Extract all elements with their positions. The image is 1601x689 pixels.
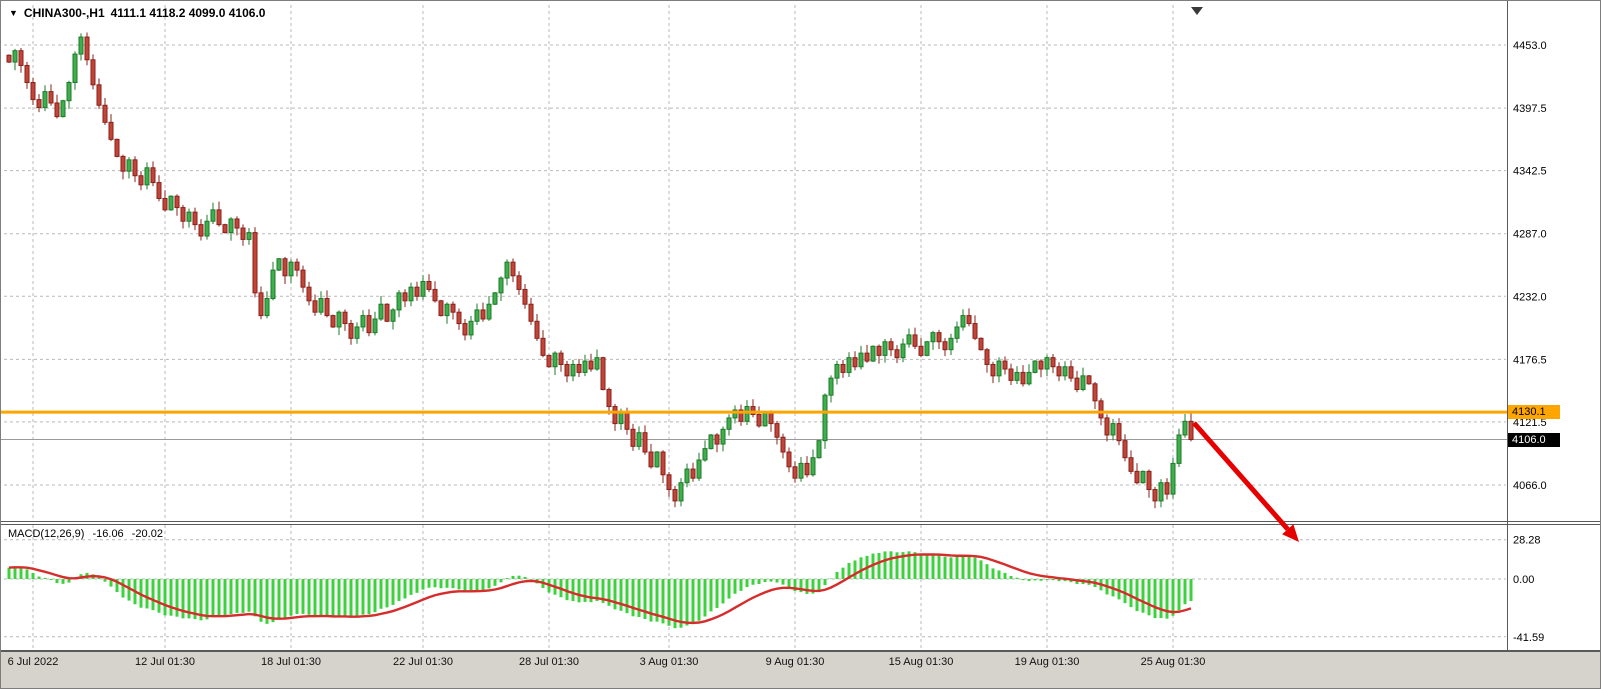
chevron-down-icon[interactable]: ▼ <box>9 8 18 18</box>
time-axis[interactable]: 6 Jul 2022 12 Jul 01:30 18 Jul 01:30 22 Jul… <box>1 651 1600 688</box>
svg-text:28.28: 28.28 <box>1513 535 1541 547</box>
time-axis-label: 9 Aug 01:30 <box>765 656 825 668</box>
trend-arrow-head <box>1282 524 1299 542</box>
time-axis-label: 28 Jul 01:30 <box>519 656 579 668</box>
trend-arrow[interactable] <box>1192 421 1290 531</box>
svg-text:4287.0: 4287.0 <box>1513 229 1547 241</box>
price-axis-labels: 4453.0 4397.5 4342.5 4287.0 4232.0 4176.5 4121… <box>1513 40 1547 644</box>
svg-text:4397.5: 4397.5 <box>1513 103 1547 115</box>
title-ohlc-values: 4111.1 4118.2 4099.0 4106.0 <box>110 6 266 20</box>
time-axis-label: 12 Jul 01:30 <box>135 656 195 668</box>
time-axis-label: 19 Aug 01:30 <box>1014 656 1080 668</box>
time-axis-label: 15 Aug 01:30 <box>888 656 954 668</box>
gridlines <box>4 5 1506 649</box>
macd-signal-value: -20.02 <box>131 528 163 540</box>
symbol-timeframe-label: CHINA300-,H1 <box>23 6 105 20</box>
svg-text:4232.0: 4232.0 <box>1513 291 1547 303</box>
macd-main-value: -16.06 <box>92 528 124 540</box>
svg-text:4453.0: 4453.0 <box>1513 40 1547 52</box>
time-axis-label: 6 Jul 2022 <box>7 656 59 668</box>
chart-title: ▼ CHINA300-,H1 4111.1 4118.2 4099.0 4106… <box>9 6 265 20</box>
candlesticks <box>6 32 1194 509</box>
macd-name: MACD(12,26,9) <box>8 528 85 540</box>
hline-price-tag: 4130.1 <box>1508 405 1560 420</box>
time-axis-label: 22 Jul 01:30 <box>393 656 453 668</box>
current-price-tag: 4106.0 <box>1508 432 1560 447</box>
svg-text:-41.59: -41.59 <box>1513 632 1544 644</box>
macd-signal-line <box>8 553 1192 625</box>
svg-text:4121.5: 4121.5 <box>1513 417 1547 429</box>
time-axis-label: 18 Jul 01:30 <box>261 656 321 668</box>
time-axis-label: 25 Aug 01:30 <box>1140 656 1206 668</box>
macd-histogram <box>7 551 1193 629</box>
svg-text:4176.5: 4176.5 <box>1513 354 1547 366</box>
macd-indicator-label: MACD(12,26,9) -16.06 -20.02 <box>8 528 168 540</box>
chart-shift-marker-icon[interactable] <box>1191 7 1203 15</box>
svg-text:0.00: 0.00 <box>1513 574 1534 586</box>
time-axis-label: 3 Aug 01:30 <box>639 656 699 668</box>
svg-text:4342.5: 4342.5 <box>1513 166 1547 178</box>
svg-text:4066.0: 4066.0 <box>1513 480 1547 492</box>
panel-borders <box>1 1 1600 651</box>
